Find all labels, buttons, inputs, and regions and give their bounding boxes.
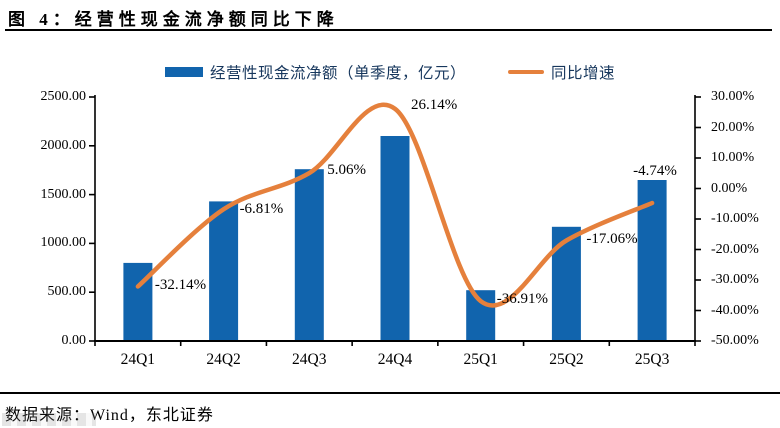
left-axis-label: 1000.00 <box>40 235 87 251</box>
bar-24Q4 <box>380 136 410 341</box>
x-axis-label-24Q1: 24Q1 <box>120 351 156 368</box>
left-axis-label: 1500.00 <box>40 186 87 202</box>
figure-title: 图 4：经营性现金流净额同比下降 <box>8 10 339 29</box>
line-point-label: 26.14% <box>411 96 458 113</box>
right-axis-label: 10.00% <box>711 150 755 165</box>
bar-25Q1 <box>466 290 496 341</box>
line-point-label: -6.81% <box>239 201 284 218</box>
yoy-growth-line <box>135 102 655 308</box>
x-axis-label-25Q3: 25Q3 <box>634 351 670 368</box>
x-axis-label-24Q3: 24Q3 <box>292 351 327 368</box>
line-point-label: 5.06% <box>327 162 367 179</box>
bar-series-swatch-icon <box>164 67 203 77</box>
right-axis-label: -40.00% <box>711 302 759 318</box>
x-axis-label-25Q2: 25Q2 <box>549 351 584 368</box>
x-axis-label-24Q2: 24Q2 <box>206 351 241 368</box>
title-rule <box>5 29 772 31</box>
bar-24Q3 <box>294 169 324 341</box>
line-point-label: -36.91% <box>496 291 548 308</box>
chart-legend: 经营性现金流净额（单季度，亿元） 同比增速 <box>0 61 780 83</box>
right-axis-label: -10.00% <box>711 211 759 226</box>
right-axis-label: 30.00% <box>711 89 755 104</box>
legend-item-line: 同比增速 <box>508 61 615 83</box>
legend-bar-label: 经营性现金流净额（单季度，亿元） <box>209 65 466 82</box>
right-axis-label: 20.00% <box>711 119 755 135</box>
legend-item-bar: 经营性现金流净额（单季度，亿元） <box>164 61 466 83</box>
legend-line-label: 同比增速 <box>551 65 616 82</box>
data-source-note: 数据来源：Wind，东北证券 <box>5 407 214 424</box>
left-axis-label: 500.00 <box>47 284 87 300</box>
x-axis-label-25Q1: 25Q1 <box>463 351 498 368</box>
line-series-swatch-icon <box>508 70 544 74</box>
left-axis-label: 0.00 <box>61 333 87 348</box>
right-axis-label: -30.00% <box>711 272 759 287</box>
right-axis-label: 0.00% <box>711 180 748 196</box>
line-point-label: -17.06% <box>586 230 638 247</box>
footer-rule <box>0 392 780 394</box>
right-axis-label: -50.00% <box>711 333 759 348</box>
bar-24Q2 <box>209 201 239 341</box>
line-point-label: -32.14% <box>154 276 207 293</box>
left-axis-label: 2000.00 <box>40 137 87 153</box>
right-axis-label: -20.00% <box>711 241 759 257</box>
bar-25Q2 <box>551 226 581 341</box>
line-point-label: -4.74% <box>633 162 677 179</box>
left-axis-label: 2500.00 <box>40 89 87 104</box>
x-axis-label-24Q4: 24Q4 <box>377 351 413 368</box>
